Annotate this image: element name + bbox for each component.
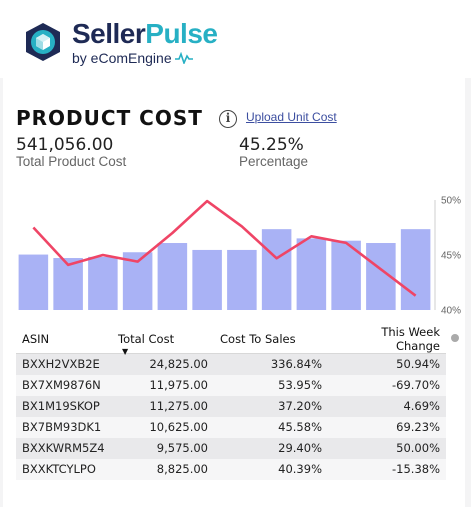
page-title: PRODUCT COST [16,106,203,130]
table-row[interactable]: BX7XM9876N 11,975.00 53.95% -69.70% [16,374,446,396]
table-header-row: ASIN Total Cost ▼ Cost To Sales This Week… [16,325,446,356]
table-row[interactable]: BXXKTCYLPO 8,825.00 40.39% -15.38% [16,458,446,480]
cell-cost-to-sales: 37.20% [278,399,322,413]
chart-bar[interactable] [331,240,361,310]
y-tick-label: 40% [441,306,461,317]
col-total-cost[interactable]: Total Cost ▼ [118,332,175,356]
chart-bar[interactable] [157,243,188,310]
table-row[interactable]: BX7BM93DK1 10,625.00 45.58% 69.23% [16,416,446,438]
cell-week-change: 50.94% [396,357,440,372]
table-row[interactable]: BXXH2VXB2E 24,825.00 336.84% 50.94% [16,353,446,375]
asin-table: ASIN Total Cost ▼ Cost To Sales This Week… [16,325,446,480]
chart-bar[interactable] [261,229,292,310]
upload-unit-cost-link[interactable]: Upload Unit Cost [246,110,337,124]
cell-total-cost: 10,625.00 [149,420,208,434]
percentage-value: 45.25% [239,135,304,155]
chart-bar[interactable] [296,238,327,310]
cost-percentage-line[interactable] [32,199,417,297]
brand-sub: by eComEngine [72,50,217,66]
cell-asin: BX1M19SKOP [22,399,100,413]
cell-total-cost: 24,825.00 [149,357,208,372]
info-icon[interactable]: i [219,110,237,128]
chart-bar[interactable] [88,256,118,310]
cell-total-cost: 11,275.00 [149,399,208,413]
product-cost-card: PRODUCT COST i Upload Unit Cost 541,056.… [3,78,465,507]
cell-asin: BXXKWRM5Z4 [22,441,105,455]
column-options-icon[interactable] [451,334,459,342]
pulse-icon [174,51,193,64]
cell-week-change: -15.38% [392,462,440,476]
cell-cost-to-sales: 29.40% [278,441,322,455]
col-asin[interactable]: ASIN [22,332,50,346]
table-row[interactable]: BX1M19SKOP 11,275.00 37.20% 4.69% [16,395,446,417]
chart-bar[interactable] [400,229,431,310]
cell-cost-to-sales: 45.58% [278,420,322,434]
chart-bar[interactable] [53,258,83,310]
cell-week-change: -69.70% [392,378,440,392]
table-row[interactable]: BXXKWRM5Z4 9,575.00 29.40% 50.00% [16,437,446,459]
cell-cost-to-sales: 40.39% [278,462,322,476]
cell-total-cost: 11,975.00 [149,378,208,392]
total-product-cost-value: 541,056.00 [16,135,114,155]
cell-asin: BX7BM93DK1 [22,420,102,434]
cell-week-change: 50.00% [396,441,440,455]
cell-asin: BXXH2VXB2E [22,357,100,372]
cell-cost-to-sales: 336.84% [270,357,322,372]
chart-bar[interactable] [192,249,222,310]
cell-week-change: 69.23% [396,420,440,434]
col-this-week-change[interactable]: This Week Change [381,325,440,353]
brand-header: SellerPulse by eComEngine [22,14,218,70]
percentage-label: Percentage [239,154,309,169]
report-panel: PRODUCT COST i Upload Unit Cost 541,056.… [0,78,471,507]
chart-bar[interactable] [18,254,49,310]
sellerpulse-logo-icon [26,23,60,61]
brand-name: SellerPulse [72,17,218,49]
y-tick-label: 50% [441,196,461,207]
cell-asin: BXXKTCYLPO [22,462,96,476]
cost-chart: 50% 45% 40% [18,196,461,317]
chart-bar[interactable] [227,249,257,310]
cell-total-cost: 9,575.00 [156,441,208,455]
total-product-cost-label: Total Product Cost [16,154,127,169]
y-tick-label: 45% [441,251,461,262]
col-cost-to-sales[interactable]: Cost To Sales [220,332,296,346]
cell-total-cost: 8,825.00 [156,462,208,476]
cell-asin: BX7XM9876N [22,378,101,392]
sort-desc-icon[interactable]: ▼ [122,347,129,356]
cell-week-change: 4.69% [403,399,440,413]
cell-cost-to-sales: 53.95% [278,378,322,392]
